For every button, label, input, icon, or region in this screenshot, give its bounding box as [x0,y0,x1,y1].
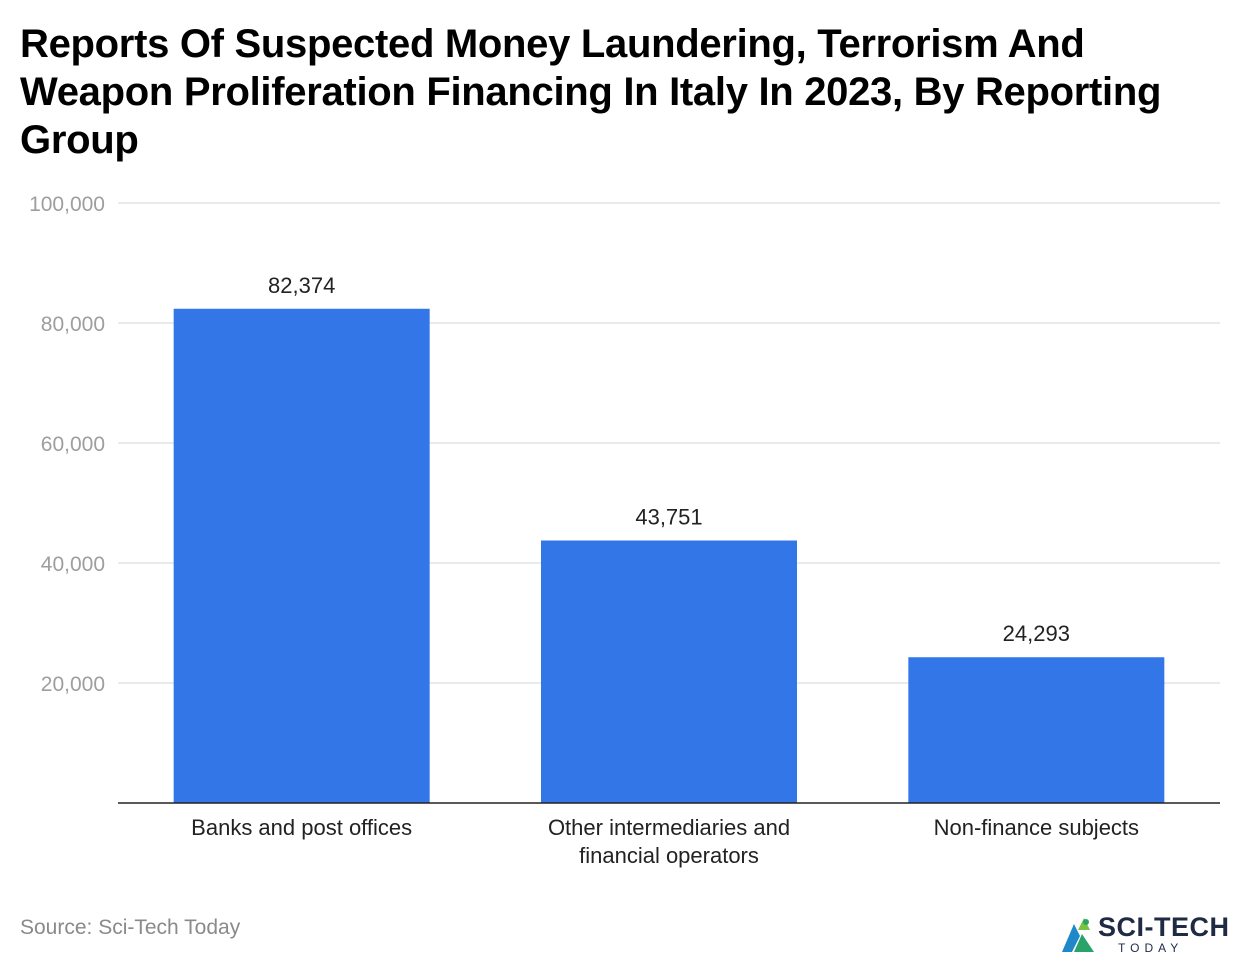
data-label: 24,293 [1003,621,1070,646]
bars [173,308,1165,803]
x-tick-label: Other intermediaries and financial operat… [548,815,790,868]
bar [173,308,430,803]
data-labels: 82,374 43,751 24,293 [268,273,1070,646]
y-tick-label: 80,000 [41,313,105,336]
source-note: Source: Sci-Tech Today [20,916,241,939]
data-label: 82,374 [268,273,335,298]
y-axis-ticks: 20,000 40,000 60,000 80,000 100,000 [29,193,105,696]
brand-logo: SCI-TECH TODAY [1060,910,1240,958]
x-tick-label: Non-finance subjects [934,815,1139,840]
logo-subtitle: TODAY [1118,941,1184,955]
data-label: 43,751 [635,504,702,529]
bar [541,540,797,803]
y-tick-label: 40,000 [41,553,105,576]
bar [908,657,1165,803]
logo-mark-icon [1062,918,1094,952]
x-axis-ticks: Banks and post offices Other intermediari… [191,815,1139,868]
x-tick-label: Banks and post offices [191,815,412,840]
chart-title: Reports Of Suspected Money Laundering, T… [20,22,1162,162]
y-tick-label: 20,000 [41,673,105,696]
logo-name: SCI-TECH [1098,912,1230,942]
y-tick-label: 100,000 [29,193,105,216]
y-tick-label: 60,000 [41,433,105,456]
